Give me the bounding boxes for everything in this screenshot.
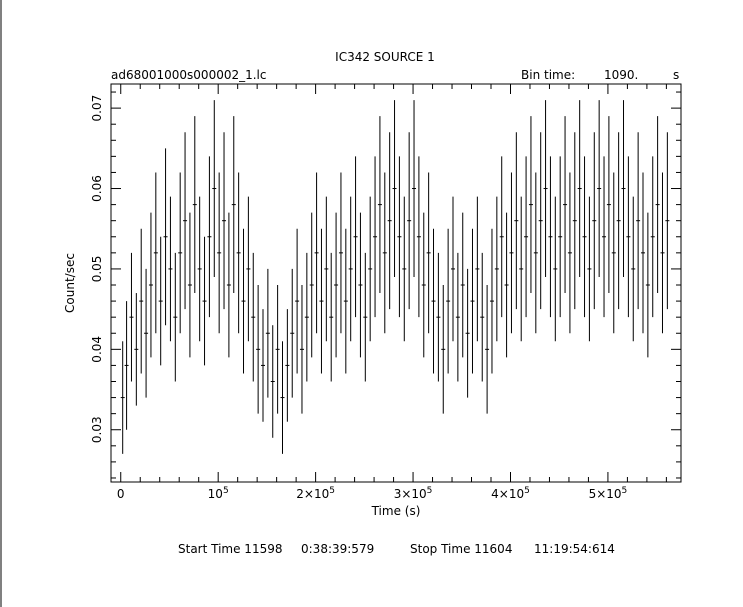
file-name-label: ad68001000s000002_1.lc <box>111 68 267 82</box>
bin-time-label: Bin time: <box>521 68 575 82</box>
x-tick-label: 4×105 <box>491 486 530 501</box>
x-tick-label: 0 <box>117 487 125 501</box>
x-axis-label: Time (s) <box>371 504 421 518</box>
stop-time-value: 11:19:54:614 <box>534 542 615 556</box>
start-time-value: 0:38:39:579 <box>301 542 374 556</box>
y-tick-label: 0.04 <box>90 336 104 363</box>
bin-time-unit: s <box>673 68 679 82</box>
x-tick-label: 3×105 <box>394 486 433 501</box>
x-tick-label: 5×105 <box>589 486 628 501</box>
x-tick-label: 2×105 <box>296 486 335 501</box>
y-axis-label: Count/sec <box>63 253 77 313</box>
stop-time-label: Stop Time 11604 <box>410 542 512 556</box>
bin-time-value: 1090. <box>604 68 638 82</box>
x-axis-ticks: 0 105 2×105 3×105 4×105 5×105 <box>117 84 667 501</box>
y-axis-ticks: 0.03 0.04 0.05 0.06 0.07 <box>90 91 681 479</box>
y-tick-label: 0.03 <box>90 416 104 443</box>
y-tick-label: 0.06 <box>90 175 104 202</box>
data-layer <box>120 100 670 454</box>
chart-title: IC342 SOURCE 1 <box>335 50 435 64</box>
plot-frame <box>110 83 682 483</box>
y-tick-label: 0.05 <box>90 256 104 283</box>
plot-area: 0 105 2×105 3×105 4×105 5×105 0.030.040.050.0… <box>90 83 682 501</box>
start-time-label: Start Time 11598 <box>178 542 282 556</box>
y-tick-label: 0.07 <box>90 95 104 122</box>
